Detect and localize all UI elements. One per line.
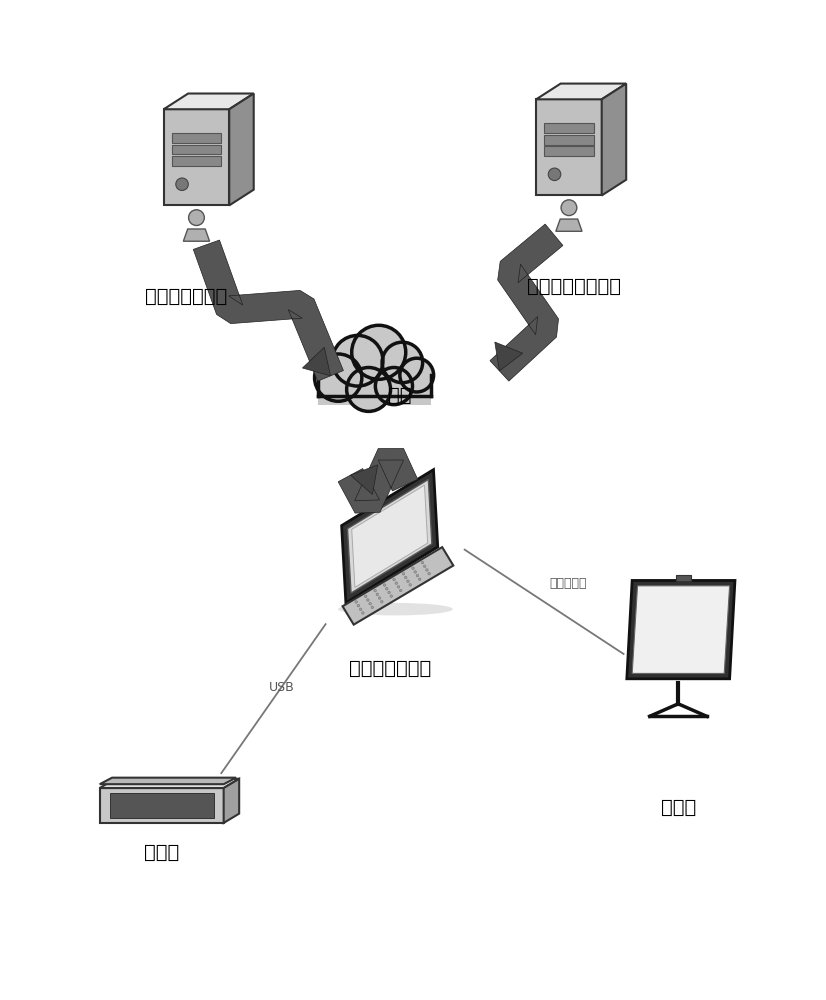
Polygon shape — [495, 342, 523, 371]
Text: 公网: 公网 — [388, 386, 412, 405]
Circle shape — [369, 602, 372, 605]
Polygon shape — [342, 470, 438, 603]
Polygon shape — [338, 448, 418, 513]
Circle shape — [176, 178, 188, 190]
Circle shape — [400, 358, 434, 392]
Polygon shape — [348, 479, 432, 593]
Circle shape — [386, 588, 388, 590]
Circle shape — [405, 576, 407, 579]
Polygon shape — [350, 465, 377, 494]
Polygon shape — [183, 229, 210, 241]
Polygon shape — [302, 347, 330, 376]
Text: 移动支付服务器: 移动支付服务器 — [145, 286, 228, 305]
Circle shape — [352, 325, 406, 379]
Circle shape — [315, 354, 362, 401]
Circle shape — [357, 604, 359, 607]
Circle shape — [416, 574, 419, 577]
Circle shape — [421, 561, 424, 564]
Polygon shape — [172, 145, 221, 154]
Polygon shape — [352, 485, 428, 587]
Polygon shape — [544, 123, 594, 133]
Circle shape — [378, 597, 381, 599]
Polygon shape — [164, 109, 230, 205]
Circle shape — [414, 571, 416, 573]
Polygon shape — [224, 779, 240, 823]
Polygon shape — [100, 788, 224, 823]
Circle shape — [371, 606, 373, 609]
Circle shape — [359, 608, 362, 611]
Polygon shape — [193, 240, 344, 381]
Polygon shape — [536, 84, 626, 99]
Polygon shape — [110, 793, 214, 818]
Text: 触摸屏: 触摸屏 — [661, 798, 695, 817]
Polygon shape — [230, 94, 254, 205]
Polygon shape — [343, 547, 453, 625]
Circle shape — [393, 578, 396, 581]
Polygon shape — [601, 84, 626, 195]
Circle shape — [355, 601, 358, 603]
Polygon shape — [544, 146, 594, 156]
Polygon shape — [100, 778, 236, 784]
Circle shape — [390, 595, 392, 597]
Circle shape — [428, 572, 430, 575]
Text: 充电桦仿真系统: 充电桦仿真系统 — [349, 659, 431, 678]
Polygon shape — [490, 224, 563, 381]
Text: 读卡器: 读卡器 — [144, 843, 179, 862]
Circle shape — [382, 342, 423, 383]
Polygon shape — [172, 133, 221, 143]
Circle shape — [362, 612, 364, 614]
Text: 充电桦管理服务器: 充电桦管理服务器 — [527, 277, 621, 296]
Polygon shape — [100, 779, 240, 788]
Circle shape — [375, 367, 412, 405]
Circle shape — [387, 591, 391, 594]
Polygon shape — [172, 156, 221, 166]
Polygon shape — [318, 379, 431, 405]
Polygon shape — [676, 575, 691, 581]
Ellipse shape — [338, 603, 453, 615]
Circle shape — [548, 168, 561, 181]
Circle shape — [397, 586, 400, 588]
Polygon shape — [627, 580, 735, 679]
Circle shape — [376, 593, 378, 596]
Circle shape — [367, 599, 369, 601]
Circle shape — [402, 573, 405, 575]
Circle shape — [383, 584, 386, 586]
Polygon shape — [536, 99, 601, 195]
Circle shape — [411, 567, 414, 569]
Circle shape — [409, 584, 411, 586]
Circle shape — [364, 595, 367, 598]
Circle shape — [188, 210, 204, 225]
Polygon shape — [544, 135, 594, 145]
Circle shape — [395, 582, 397, 584]
Polygon shape — [632, 586, 729, 673]
Circle shape — [374, 589, 377, 592]
Circle shape — [561, 200, 577, 216]
Polygon shape — [164, 94, 254, 109]
Circle shape — [332, 335, 383, 386]
Circle shape — [419, 578, 421, 581]
Circle shape — [347, 367, 391, 411]
Circle shape — [425, 569, 428, 571]
Circle shape — [406, 580, 409, 582]
Circle shape — [400, 589, 402, 592]
Circle shape — [381, 600, 383, 603]
Text: 串口或其它: 串口或其它 — [549, 577, 586, 590]
Polygon shape — [556, 219, 582, 231]
Circle shape — [424, 565, 426, 568]
Text: USB: USB — [268, 681, 294, 694]
